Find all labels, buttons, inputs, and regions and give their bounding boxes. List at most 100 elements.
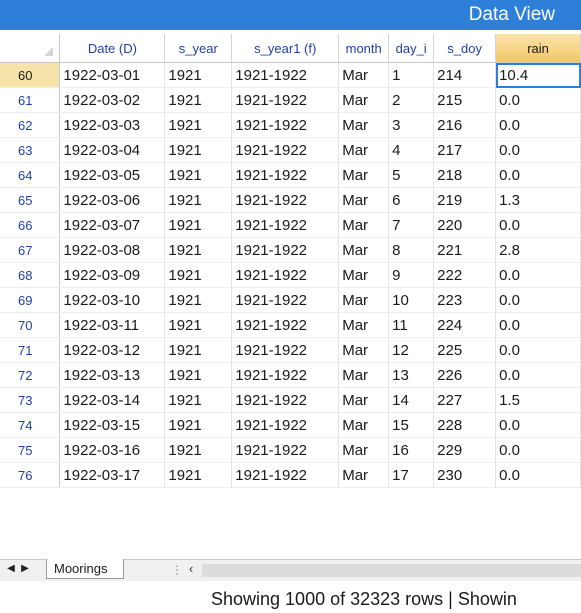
column-header-date[interactable]: Date (D): [59, 34, 166, 63]
cell-s-doy[interactable]: 214: [433, 62, 497, 88]
cell-rain[interactable]: 0.0: [495, 337, 581, 363]
cell-s-year[interactable]: 1921: [164, 187, 233, 213]
cell-month[interactable]: Mar: [338, 137, 390, 163]
cell-month[interactable]: Mar: [338, 287, 390, 313]
cell-day-i[interactable]: 9: [388, 262, 435, 288]
cell-s-doy[interactable]: 225: [433, 337, 497, 363]
cell-month[interactable]: Mar: [338, 262, 390, 288]
cell-day-i[interactable]: 11: [388, 312, 435, 338]
table-row[interactable]: 61 1922-03-02 1921 1921-1922 Mar 2 215 0.0: [0, 87, 581, 113]
cell-date[interactable]: 1922-03-13: [59, 362, 166, 388]
cell-date[interactable]: 1922-03-08: [59, 237, 166, 263]
column-header-s-year[interactable]: s_year: [164, 34, 233, 63]
cell-rain[interactable]: 0.0: [495, 312, 581, 338]
cell-s-doy[interactable]: 223: [433, 287, 497, 313]
cell-rain[interactable]: 0.0: [495, 412, 581, 438]
table-row[interactable]: 73 1922-03-14 1921 1921-1922 Mar 14 227 1.5: [0, 387, 581, 413]
cell-date[interactable]: 1922-03-07: [59, 212, 166, 238]
cell-rain[interactable]: 1.3: [495, 187, 581, 213]
cell-rain[interactable]: 0.0: [495, 162, 581, 188]
cell-month[interactable]: Mar: [338, 387, 390, 413]
cell-day-i[interactable]: 10: [388, 287, 435, 313]
cell-s-doy[interactable]: 216: [433, 112, 497, 138]
row-number[interactable]: 61: [0, 87, 61, 113]
cell-s-year1[interactable]: 1921-1922: [231, 387, 340, 413]
cell-s-year[interactable]: 1921: [164, 137, 233, 163]
cell-s-year[interactable]: 1921: [164, 312, 233, 338]
sheet-tab-moorings[interactable]: Moorings: [46, 559, 124, 579]
cell-date[interactable]: 1922-03-14: [59, 387, 166, 413]
row-number[interactable]: 62: [0, 112, 61, 138]
cell-date[interactable]: 1922-03-17: [59, 462, 166, 488]
cell-month[interactable]: Mar: [338, 437, 390, 463]
cell-day-i[interactable]: 12: [388, 337, 435, 363]
cell-month[interactable]: Mar: [338, 237, 390, 263]
cell-s-year[interactable]: 1921: [164, 362, 233, 388]
row-number[interactable]: 74: [0, 412, 61, 438]
cell-month[interactable]: Mar: [338, 87, 390, 113]
cell-s-doy[interactable]: 219: [433, 187, 497, 213]
cell-s-doy[interactable]: 227: [433, 387, 497, 413]
cell-s-year[interactable]: 1921: [164, 87, 233, 113]
cell-day-i[interactable]: 3: [388, 112, 435, 138]
cell-s-doy[interactable]: 220: [433, 212, 497, 238]
cell-date[interactable]: 1922-03-04: [59, 137, 166, 163]
cell-date[interactable]: 1922-03-12: [59, 337, 166, 363]
row-number[interactable]: 63: [0, 137, 61, 163]
cell-rain[interactable]: 0.0: [495, 437, 581, 463]
cell-s-year1[interactable]: 1921-1922: [231, 87, 340, 113]
cell-s-year1[interactable]: 1921-1922: [231, 112, 340, 138]
cell-s-year1[interactable]: 1921-1922: [231, 437, 340, 463]
cell-s-doy[interactable]: 221: [433, 237, 497, 263]
cell-month[interactable]: Mar: [338, 412, 390, 438]
table-row[interactable]: 65 1922-03-06 1921 1921-1922 Mar 6 219 1.3: [0, 187, 581, 213]
column-header-s-doy[interactable]: s_doy: [433, 34, 497, 63]
cell-rain[interactable]: 0.0: [495, 362, 581, 388]
cell-s-year[interactable]: 1921: [164, 437, 233, 463]
cell-rain[interactable]: 0.0: [495, 287, 581, 313]
row-number[interactable]: 72: [0, 362, 61, 388]
cell-s-doy[interactable]: 224: [433, 312, 497, 338]
table-row[interactable]: 76 1922-03-17 1921 1921-1922 Mar 17 230 0.0: [0, 462, 581, 488]
cell-date[interactable]: 1922-03-11: [59, 312, 166, 338]
table-row[interactable]: 67 1922-03-08 1921 1921-1922 Mar 8 221 2.8: [0, 237, 581, 263]
cell-rain[interactable]: 2.8: [495, 237, 581, 263]
splitter-handle[interactable]: ⋮: [171, 563, 183, 577]
cell-rain[interactable]: 0.0: [495, 87, 581, 113]
cell-s-doy[interactable]: 228: [433, 412, 497, 438]
cell-s-year[interactable]: 1921: [164, 462, 233, 488]
cell-date[interactable]: 1922-03-06: [59, 187, 166, 213]
cell-date[interactable]: 1922-03-16: [59, 437, 166, 463]
row-number[interactable]: 68: [0, 262, 61, 288]
cell-date[interactable]: 1922-03-02: [59, 87, 166, 113]
cell-date[interactable]: 1922-03-09: [59, 262, 166, 288]
table-row[interactable]: 71 1922-03-12 1921 1921-1922 Mar 12 225 0.0: [0, 337, 581, 363]
cell-date[interactable]: 1922-03-05: [59, 162, 166, 188]
cell-s-year[interactable]: 1921: [164, 287, 233, 313]
horizontal-scrollbar[interactable]: [202, 564, 581, 577]
cell-s-doy[interactable]: 222: [433, 262, 497, 288]
cell-rain[interactable]: 0.0: [495, 137, 581, 163]
cell-s-year1[interactable]: 1921-1922: [231, 237, 340, 263]
cell-rain[interactable]: 0.0: [495, 212, 581, 238]
cell-month[interactable]: Mar: [338, 62, 390, 88]
cell-month[interactable]: Mar: [338, 312, 390, 338]
column-header-month[interactable]: month: [338, 34, 390, 63]
row-number[interactable]: 75: [0, 437, 61, 463]
triangle-right-icon[interactable]: ▶: [21, 563, 29, 574]
cell-s-doy[interactable]: 218: [433, 162, 497, 188]
cell-s-year[interactable]: 1921: [164, 337, 233, 363]
cell-day-i[interactable]: 16: [388, 437, 435, 463]
chevron-left-icon[interactable]: ‹: [189, 561, 194, 576]
column-header-day-i[interactable]: day_i: [388, 34, 435, 63]
cell-day-i[interactable]: 14: [388, 387, 435, 413]
cell-rain[interactable]: 0.0: [495, 112, 581, 138]
cell-day-i[interactable]: 2: [388, 87, 435, 113]
cell-day-i[interactable]: 13: [388, 362, 435, 388]
cell-s-year[interactable]: 1921: [164, 162, 233, 188]
cell-s-doy[interactable]: 226: [433, 362, 497, 388]
cell-day-i[interactable]: 15: [388, 412, 435, 438]
cell-rain[interactable]: 10.4: [495, 62, 581, 88]
table-row[interactable]: 72 1922-03-13 1921 1921-1922 Mar 13 226 0.0: [0, 362, 581, 388]
row-number[interactable]: 65: [0, 187, 61, 213]
